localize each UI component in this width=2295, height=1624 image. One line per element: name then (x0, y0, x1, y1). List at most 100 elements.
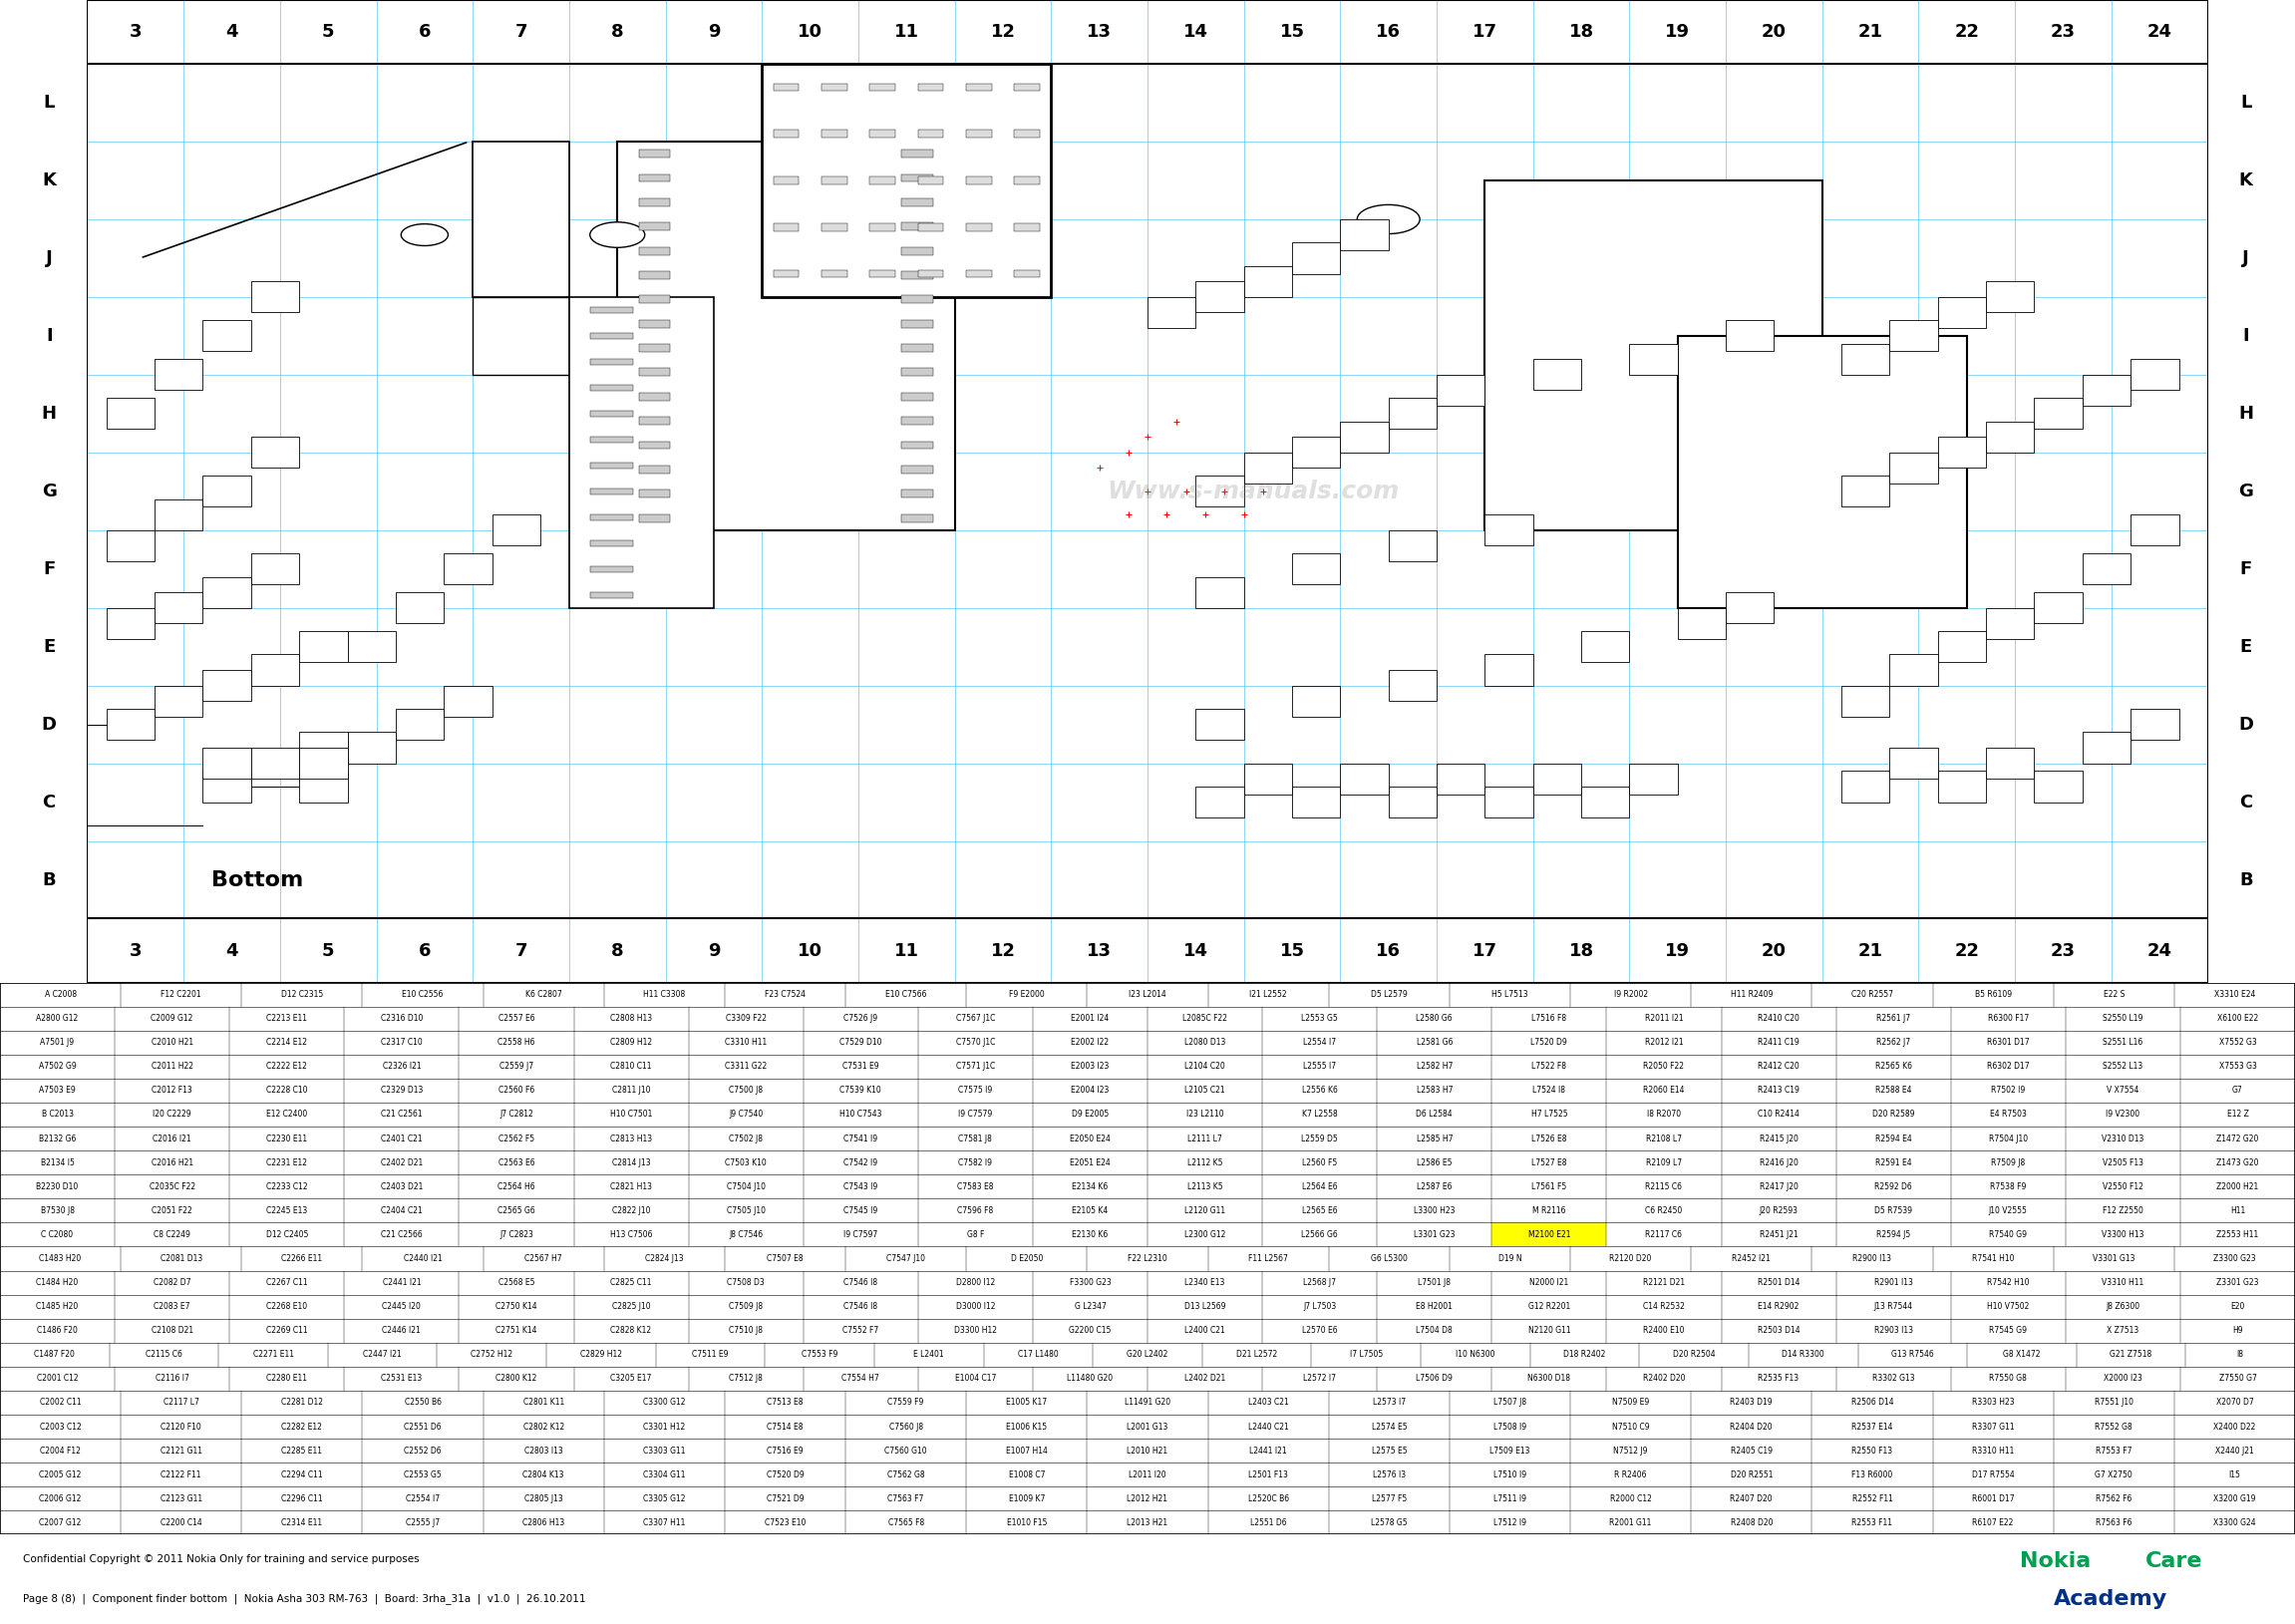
Bar (1678, 336, 1967, 607)
Text: L2574 E5: L2574 E5 (1372, 1423, 1407, 1431)
Text: L2560 F5: L2560 F5 (1301, 1158, 1338, 1168)
Text: D: D (2238, 716, 2254, 734)
Text: F23 C7524: F23 C7524 (764, 991, 806, 999)
Text: C7545 I9: C7545 I9 (845, 1207, 877, 1215)
Bar (590, 359, 633, 365)
Text: C2005 G12: C2005 G12 (39, 1470, 83, 1479)
Text: E1005 K17: E1005 K17 (1005, 1398, 1047, 1406)
Bar (902, 222, 934, 231)
Text: 11: 11 (895, 942, 918, 960)
Text: 18: 18 (1570, 942, 1593, 960)
Text: C7565 F8: C7565 F8 (888, 1518, 925, 1527)
Bar (250, 281, 298, 312)
Bar (106, 529, 154, 562)
Text: D17 R7554: D17 R7554 (1971, 1470, 2015, 1479)
Bar (1437, 763, 1485, 794)
Text: E L2401: E L2401 (913, 1350, 943, 1359)
Text: 22: 22 (1955, 23, 1978, 41)
Text: C2001 C12: C2001 C12 (37, 1374, 78, 1384)
Bar (1244, 266, 1292, 297)
Text: C2553 G5: C2553 G5 (404, 1470, 441, 1479)
Text: Z2553 H11: Z2553 H11 (2217, 1229, 2258, 1239)
Text: Nokia: Nokia (2020, 1551, 2091, 1572)
Bar (1889, 320, 1937, 351)
Text: R3310 H11: R3310 H11 (1971, 1445, 2015, 1455)
Text: L2105 C21: L2105 C21 (1184, 1086, 1226, 1095)
Text: G2200 C15: G2200 C15 (1069, 1327, 1111, 1335)
Text: L7506 D9: L7506 D9 (1416, 1374, 1453, 1384)
Text: C2233 C12: C2233 C12 (266, 1182, 308, 1190)
Text: E1004 C17: E1004 C17 (955, 1374, 996, 1384)
Text: C2752 H12: C2752 H12 (470, 1350, 512, 1359)
Text: 15: 15 (1281, 942, 1304, 960)
Text: J8 Z6300: J8 Z6300 (2107, 1302, 2139, 1311)
Bar (638, 320, 670, 328)
Text: R2501 D14: R2501 D14 (1758, 1278, 1799, 1288)
Text: C2808 H13: C2808 H13 (610, 1013, 652, 1023)
Bar (870, 177, 895, 185)
Text: C7562 G8: C7562 G8 (888, 1470, 925, 1479)
Text: I23 L2014: I23 L2014 (1129, 991, 1166, 999)
Bar (822, 270, 847, 278)
Text: C2228 C10: C2228 C10 (266, 1086, 308, 1095)
Text: C7504 J10: C7504 J10 (728, 1182, 764, 1190)
Text: L7516 F8: L7516 F8 (1531, 1013, 1567, 1023)
Text: C7552 F7: C7552 F7 (842, 1327, 879, 1335)
Text: C2006 G12: C2006 G12 (39, 1494, 83, 1504)
Text: C2446 I21: C2446 I21 (383, 1327, 420, 1335)
Text: R R2406: R R2406 (1613, 1470, 1648, 1479)
Text: R2404 D20: R2404 D20 (1730, 1423, 1772, 1431)
Text: H: H (41, 404, 57, 422)
Text: 19: 19 (1666, 23, 1689, 41)
Text: H10 C7501: H10 C7501 (610, 1111, 652, 1119)
Bar (966, 177, 991, 185)
Text: L2585 H7: L2585 H7 (1416, 1134, 1453, 1143)
Bar (491, 515, 539, 546)
Bar (638, 515, 670, 521)
Text: L2402 D21: L2402 D21 (1184, 1374, 1226, 1384)
Text: L2578 G5: L2578 G5 (1370, 1518, 1407, 1527)
Circle shape (590, 222, 645, 247)
Text: I: I (2242, 326, 2249, 344)
Bar (902, 149, 934, 158)
Text: 5: 5 (321, 942, 335, 960)
Text: E2050 E24: E2050 E24 (1069, 1134, 1111, 1143)
Text: I20 C2229: I20 C2229 (154, 1111, 190, 1119)
Text: D12 C2315: D12 C2315 (280, 991, 324, 999)
Text: 11: 11 (895, 23, 918, 41)
Bar (1726, 320, 1774, 351)
Bar (902, 515, 934, 521)
Text: D14 R3300: D14 R3300 (1781, 1350, 1825, 1359)
Text: 24: 24 (2148, 23, 2171, 41)
Text: F3300 G23: F3300 G23 (1069, 1278, 1111, 1288)
Text: L2080 D13: L2080 D13 (1184, 1038, 1226, 1047)
Text: C2558 H6: C2558 H6 (498, 1038, 535, 1047)
Text: I8 R2070: I8 R2070 (1648, 1111, 1680, 1119)
Bar (1629, 763, 1678, 794)
Text: R6001 D17: R6001 D17 (1971, 1494, 2015, 1504)
Text: S2550 L19: S2550 L19 (2102, 1013, 2144, 1023)
Bar (569, 297, 714, 607)
Text: C7567 J1C: C7567 J1C (955, 1013, 996, 1023)
Text: C2801 K11: C2801 K11 (523, 1398, 565, 1406)
Text: Care: Care (2146, 1551, 2203, 1572)
Bar (918, 177, 943, 185)
Bar (202, 320, 250, 351)
Text: R7545 G9: R7545 G9 (1990, 1327, 2026, 1335)
Text: C2035C F22: C2035C F22 (149, 1182, 195, 1190)
Text: L2120 G11: L2120 G11 (1184, 1207, 1226, 1215)
Text: 10: 10 (799, 942, 822, 960)
Text: C7511 E9: C7511 E9 (693, 1350, 728, 1359)
Bar (1196, 281, 1244, 312)
Text: H9: H9 (2233, 1327, 2242, 1335)
Text: Z2000 H21: Z2000 H21 (2217, 1182, 2258, 1190)
Text: I23 L2110: I23 L2110 (1187, 1111, 1223, 1119)
Text: L7507 J8: L7507 J8 (1494, 1398, 1526, 1406)
Text: J8 C7546: J8 C7546 (730, 1229, 762, 1239)
Text: 15: 15 (1281, 23, 1304, 41)
Text: B2230 D10: B2230 D10 (37, 1182, 78, 1190)
Bar (154, 593, 202, 624)
Text: V3300 H13: V3300 H13 (2102, 1229, 2144, 1239)
Text: R2900 I13: R2900 I13 (1852, 1254, 1891, 1263)
Text: A7501 J9: A7501 J9 (41, 1038, 73, 1047)
